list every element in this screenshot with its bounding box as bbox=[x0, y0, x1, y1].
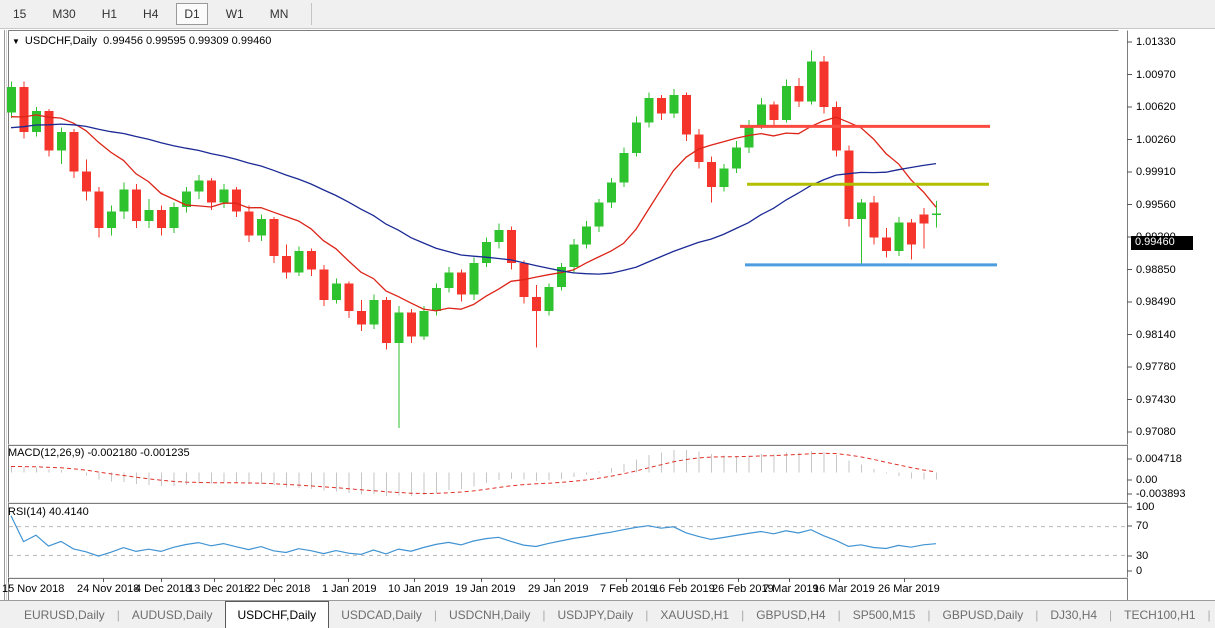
chart-tab-sp500[interactable]: SP500,M15 bbox=[852, 607, 916, 622]
tab-separator: | bbox=[927, 607, 931, 622]
price-axis-label: 1.00970 bbox=[1136, 68, 1176, 81]
timeframe-button-d1[interactable]: D1 bbox=[176, 3, 208, 25]
date-axis-label: 19 Jan 2019 bbox=[455, 583, 516, 595]
tab-separator: | bbox=[433, 607, 437, 622]
timeframe-button-h1[interactable]: H1 bbox=[101, 7, 118, 21]
date-axis-label: 16 Feb 2019 bbox=[653, 583, 715, 595]
date-axis-label: 22 Dec 2018 bbox=[248, 583, 311, 595]
window-left-border bbox=[4, 30, 5, 600]
indicator-axis-label: 30 bbox=[1136, 550, 1149, 562]
indicator-axis-label: 0 bbox=[1136, 565, 1143, 577]
indicator-axis-label: 100 bbox=[1136, 501, 1155, 513]
chart-tab-eurusd[interactable]: EURUSD,Daily bbox=[24, 607, 105, 622]
date-axis-label: 24 Nov 2018 bbox=[77, 583, 140, 595]
tab-separator: | bbox=[837, 607, 841, 622]
moving-average-10 bbox=[10, 114, 937, 312]
date-axis-label: 15 Nov 2018 bbox=[2, 583, 65, 595]
date-axis-label: 7 Feb 2019 bbox=[600, 583, 656, 595]
date-axis-label: 16 Mar 2019 bbox=[813, 583, 875, 595]
price-axis-label: 0.97780 bbox=[1136, 361, 1176, 373]
price-axis-label: 0.98140 bbox=[1136, 328, 1176, 341]
chart-tab-usdcad[interactable]: USDCAD,Daily bbox=[341, 607, 422, 622]
timeframe-button-15[interactable]: 15 bbox=[13, 7, 27, 21]
date-axis-label: 4 Dec 2018 bbox=[135, 583, 192, 595]
tab-separator: | bbox=[116, 607, 120, 622]
date-axis-label: 29 Jan 2019 bbox=[528, 583, 589, 595]
tab-separator: | bbox=[542, 607, 546, 622]
date-axis-label: 13 Dec 2018 bbox=[188, 583, 251, 595]
date-axis-label: 26 Mar 2019 bbox=[878, 583, 940, 595]
price-axis-label: 0.99910 bbox=[1136, 166, 1176, 178]
price-chart-canvas[interactable] bbox=[0, 29, 1215, 600]
chart-tab-tech100[interactable]: TECH100,H1 bbox=[1124, 607, 1196, 622]
timeframe-button-mn[interactable]: MN bbox=[269, 7, 289, 21]
chart-tab-usdcnh[interactable]: USDCNH,Daily bbox=[449, 607, 531, 622]
ohlc-low: 0.99309 bbox=[188, 35, 229, 47]
chart-tab-bar: EURUSD,Daily | AUDUSD,Daily USDCHF,Daily USD… bbox=[0, 600, 1215, 628]
price-axis-label: 0.97080 bbox=[1136, 426, 1176, 438]
current-price-tag: 0.99460 bbox=[1131, 235, 1193, 250]
tab-separator: | bbox=[645, 607, 649, 622]
chart-window[interactable]: ▼ USDCHF,Daily 0.99456 0.99595 0.99309 0.… bbox=[0, 29, 1215, 600]
tab-separator: | bbox=[1109, 607, 1113, 622]
indicator-axis-label: 0.00 bbox=[1136, 474, 1158, 486]
moving-average-30 bbox=[10, 123, 937, 275]
ohlc-close: 0.99460 bbox=[231, 35, 272, 47]
chart-symbol-label: USDCHF,Daily bbox=[24, 35, 98, 47]
tab-separator: | bbox=[1207, 607, 1211, 622]
ohlc-high: 0.99595 bbox=[146, 35, 186, 47]
chart-tab-dj30[interactable]: DJ30,H4 bbox=[1050, 607, 1098, 622]
macd-indicator-label: MACD(12,26,9) -0.002180 -0.001235 bbox=[8, 447, 190, 459]
indicator-axis-label: 0.004718 bbox=[1136, 453, 1182, 465]
price-axis-label: 0.97430 bbox=[1136, 393, 1176, 406]
chart-tab-gbpusd[interactable]: GBPUSD,Daily bbox=[942, 607, 1024, 622]
date-axis-label: 1 Jan 2019 bbox=[322, 583, 377, 595]
rsi-line bbox=[10, 515, 937, 557]
toolbar-separator bbox=[311, 3, 313, 25]
rsi-indicator-label: RSI(14) 40.4140 bbox=[8, 506, 89, 518]
timeframe-button-m30[interactable]: M30 bbox=[52, 7, 76, 21]
indicator-axis-label: 70 bbox=[1136, 520, 1149, 532]
indicator-axis-label: -0.003893 bbox=[1136, 488, 1186, 500]
ohlc-open: 0.99456 bbox=[103, 35, 143, 47]
chart-tab-gbpusd[interactable]: GBPUSD,H4 bbox=[756, 607, 826, 622]
price-axis-label: 0.98490 bbox=[1136, 296, 1176, 308]
price-axis-label: 0.98850 bbox=[1136, 263, 1176, 276]
price-axis-label: 1.01330 bbox=[1136, 36, 1176, 48]
chart-tab-xauusd[interactable]: XAUUSD,H1 bbox=[660, 607, 730, 622]
symbol-dropdown-icon[interactable]: ▼ bbox=[12, 37, 20, 46]
chart-tab-ul[interactable]: Ul bbox=[1211, 601, 1215, 628]
price-axis-label: 1.00260 bbox=[1136, 133, 1176, 146]
price-axis-label: 0.99560 bbox=[1136, 198, 1176, 211]
chart-tab-usdjpy[interactable]: USDJPY,Daily bbox=[557, 607, 634, 622]
tab-separator: | bbox=[741, 607, 745, 622]
timeframe-toolbar: 15 M30 H1 H4 D1 W1 MN bbox=[0, 0, 1215, 29]
chart-tab-usdchf[interactable]: USDCHF,Daily bbox=[224, 601, 330, 628]
date-axis-label: 7 Mar 2019 bbox=[763, 583, 819, 595]
chart-tab-audusd[interactable]: AUDUSD,Daily bbox=[131, 607, 213, 622]
timeframe-button-w1[interactable]: W1 bbox=[225, 7, 244, 21]
price-axis-label: 1.00620 bbox=[1136, 101, 1176, 113]
macd-signal-line bbox=[10, 452, 937, 495]
date-axis-label: 26 Feb 2019 bbox=[712, 583, 774, 595]
date-axis-label: 10 Jan 2019 bbox=[388, 583, 449, 595]
timeframe-button-h4[interactable]: H4 bbox=[143, 7, 159, 21]
tab-separator: | bbox=[1035, 607, 1039, 622]
chart-title: ▼ USDCHF,Daily 0.99456 0.99595 0.99309 0.… bbox=[12, 35, 271, 47]
window-left-border-inner bbox=[6, 30, 7, 600]
